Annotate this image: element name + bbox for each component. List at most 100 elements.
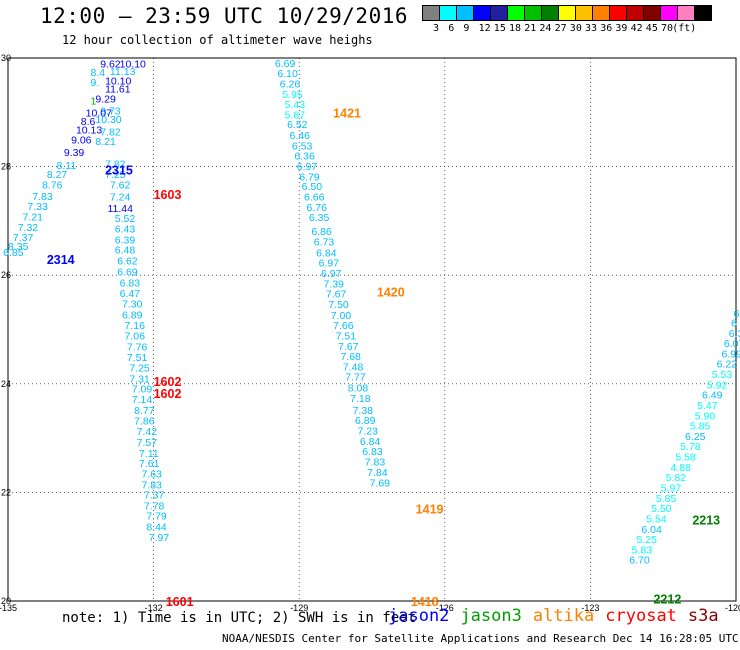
wave-height-value: 10.13	[76, 125, 102, 137]
color-scale-label: (ft)	[672, 23, 697, 34]
wave-height-value: 5.78	[680, 441, 701, 453]
wave-height-value: 6.36	[294, 151, 315, 163]
wave-height-value: 9.62	[100, 58, 121, 70]
wave-height-value: 7.33	[27, 201, 48, 213]
wave-height-value: 7.25	[105, 169, 126, 181]
wave-height-value: 5.95	[282, 89, 303, 101]
legend-entry-altika: altika	[532, 606, 595, 626]
wave-height-value: 6.53	[292, 140, 313, 152]
wave-height-value: 6.66	[304, 191, 325, 203]
wave-height-value: 6.62	[117, 256, 138, 268]
wave-height-value: 9.73	[100, 106, 121, 118]
wave-height-value: 7.18	[350, 393, 371, 405]
wave-height-value: 5.25	[637, 534, 658, 546]
wave-height-value: 6	[731, 317, 737, 329]
color-scale-label: 15	[493, 23, 506, 34]
wave-height-value: 11.61	[105, 83, 131, 95]
wave-height-value: 7.77	[345, 372, 366, 384]
wave-height-value: 8.21	[95, 136, 116, 148]
wave-height-value: 7.31	[129, 373, 150, 385]
credit-line: NOAA/NESDIS Center for Satellite Applica…	[222, 632, 740, 645]
wave-height-value: 6.52	[287, 119, 308, 131]
color-scale-label: 39	[615, 23, 628, 34]
wave-height-value: 8.77	[134, 405, 155, 417]
color-scale-label: 24	[539, 23, 552, 34]
wave-height-value: 7.42	[137, 426, 158, 438]
wave-height-value: 5.87	[285, 109, 306, 121]
legend-entry-s3a: s3a	[687, 606, 719, 626]
wave-height-value: 5.83	[632, 544, 653, 556]
wave-height-value: 7.39	[323, 278, 344, 290]
track-time-label: 2212	[653, 592, 681, 606]
satellite-legend: jason2 jason3 altika cryosat s3a	[388, 606, 730, 626]
track-time-label: 1420	[377, 285, 405, 299]
wave-height-value: 6.70	[629, 555, 650, 567]
color-scale-label: 18	[509, 23, 522, 34]
latitude-tick-label: 22	[1, 487, 11, 497]
longitude-tick-label: -132	[145, 603, 163, 613]
wave-height-value: 6.84	[360, 436, 381, 448]
wave-height-value: 7.09	[132, 384, 153, 396]
wave-height-value: 6.07	[724, 338, 740, 350]
wave-height-value: 6.89	[122, 309, 143, 321]
wave-height-value: 7.14	[132, 394, 153, 406]
wave-height-value: 6.26	[280, 79, 301, 91]
wave-height-value: 7.38	[353, 405, 374, 417]
wave-height-value: 5.92	[707, 379, 728, 391]
track-time-label: 1603	[154, 188, 182, 202]
wave-height-value: 9.39	[64, 147, 85, 159]
wave-height-value: 7.62	[110, 180, 131, 192]
wave-height-value: 7.32	[18, 222, 39, 234]
wave-height-value: 7.23	[357, 425, 378, 437]
latitude-tick-label: 24	[1, 379, 11, 389]
wave-height-value: 7.11	[139, 448, 159, 460]
wave-height-value: 7.83	[365, 456, 386, 468]
track-time-label: 1419	[416, 503, 444, 517]
wave-height-value: 7.82	[105, 158, 126, 170]
wave-height-value: 6.47	[120, 288, 141, 300]
wave-height-value: 5.47	[697, 400, 718, 412]
wave-height-value: 7.76	[127, 341, 148, 353]
wave-height-value: 6.50	[302, 181, 323, 193]
color-scale-label: 21	[524, 23, 537, 34]
wave-height-value: 1	[91, 95, 97, 107]
wave-height-value: 10.10	[120, 58, 146, 70]
wave-height-value: 6.39	[115, 234, 136, 246]
wave-height-value: 6.97	[297, 161, 318, 173]
wave-height-value: 7.37	[144, 490, 165, 502]
longitude-tick-label: -123	[581, 603, 599, 613]
color-scale-label: 27	[554, 23, 567, 34]
wave-height-value: 5.85	[690, 421, 711, 433]
wave-height-value: 10.07	[86, 107, 112, 119]
legend-entry-jason3: jason3	[460, 606, 522, 626]
track-time-label: 1421	[333, 106, 361, 120]
wave-height-value: 7.83	[141, 479, 162, 491]
wave-height-value: 7.61	[139, 458, 160, 470]
wave-height-value: 10.30	[95, 114, 121, 126]
wave-height-value: 7.84	[367, 467, 388, 479]
color-scale-label: 12	[478, 23, 491, 34]
longitude-tick-label: -126	[436, 603, 454, 613]
wave-height-value: 10.10	[105, 75, 131, 87]
wave-height-value: 6.76	[306, 202, 327, 214]
wave-height-value: 6.85	[3, 247, 24, 259]
wave-height-value: 7.67	[326, 289, 347, 301]
track-time-label: 2315	[105, 163, 133, 177]
wave-height-value: 7.51	[336, 330, 357, 342]
wave-height-value: 6.22	[717, 359, 738, 371]
page-title: 12:00 – 23:59 UTC 10/29/2016	[40, 4, 409, 28]
wave-height-value: 5.85	[656, 493, 677, 505]
wave-height-value: 6.97	[319, 258, 340, 270]
color-scale-label: 9	[463, 23, 470, 34]
units-note: note: 1) Time is in UTC; 2) SWH is in fe…	[62, 610, 417, 626]
wave-height-value: 7.79	[146, 511, 167, 523]
wave-height-value: 8.11	[57, 160, 77, 172]
wave-height-value: 5.52	[115, 213, 136, 225]
latitude-tick-label: 20	[1, 596, 11, 606]
wave-height-value: 6.46	[289, 130, 310, 142]
wave-height-value: 6.99	[721, 348, 740, 360]
wave-height-value: 7.30	[122, 298, 143, 310]
wave-height-value: 6.73	[314, 237, 335, 249]
wave-height-value: 6.83	[120, 277, 141, 289]
wave-height-value: 7.66	[333, 320, 354, 332]
